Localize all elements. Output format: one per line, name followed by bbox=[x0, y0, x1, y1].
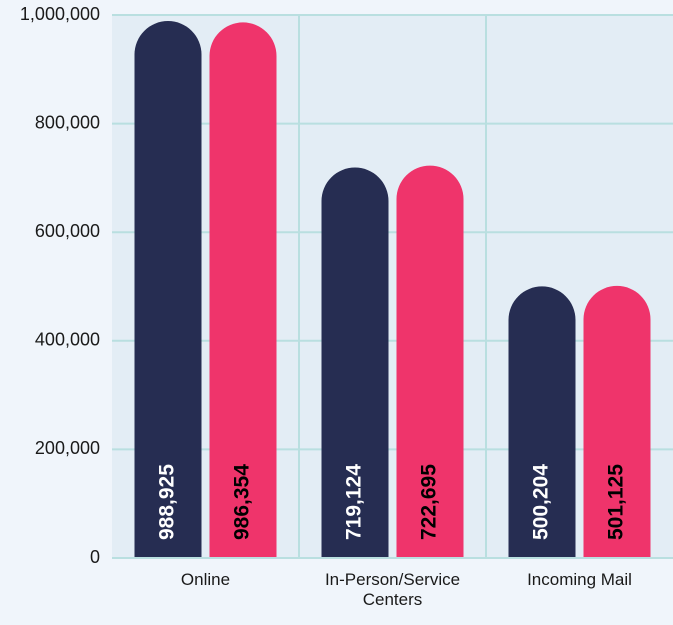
value-label: 722,695 bbox=[418, 464, 441, 540]
x-tick-label: Online bbox=[180, 570, 231, 589]
y-tick-label: 800,000 bbox=[35, 112, 100, 132]
bar bbox=[134, 21, 202, 558]
value-label: 501,125 bbox=[605, 464, 628, 540]
x-tick-label: In-Person/Service Centers bbox=[324, 570, 461, 609]
value-label: 500,204 bbox=[530, 464, 553, 540]
value-label: 719,124 bbox=[343, 464, 366, 540]
x-tick-label: Incoming Mail bbox=[527, 570, 632, 589]
bar bbox=[508, 286, 576, 558]
y-tick-label: 0 bbox=[90, 547, 100, 567]
y-tick-label: 400,000 bbox=[35, 330, 100, 350]
bar bbox=[583, 285, 651, 558]
bar bbox=[321, 167, 389, 558]
y-tick-label: 1,000,000 bbox=[20, 4, 100, 24]
value-label: 988,925 bbox=[156, 464, 179, 540]
bar bbox=[396, 165, 464, 559]
y-tick-label: 200,000 bbox=[35, 438, 100, 458]
value-label: 986,354 bbox=[231, 464, 254, 540]
plot-area bbox=[112, 15, 673, 558]
y-tick-label: 600,000 bbox=[35, 221, 100, 241]
bar bbox=[209, 22, 277, 558]
